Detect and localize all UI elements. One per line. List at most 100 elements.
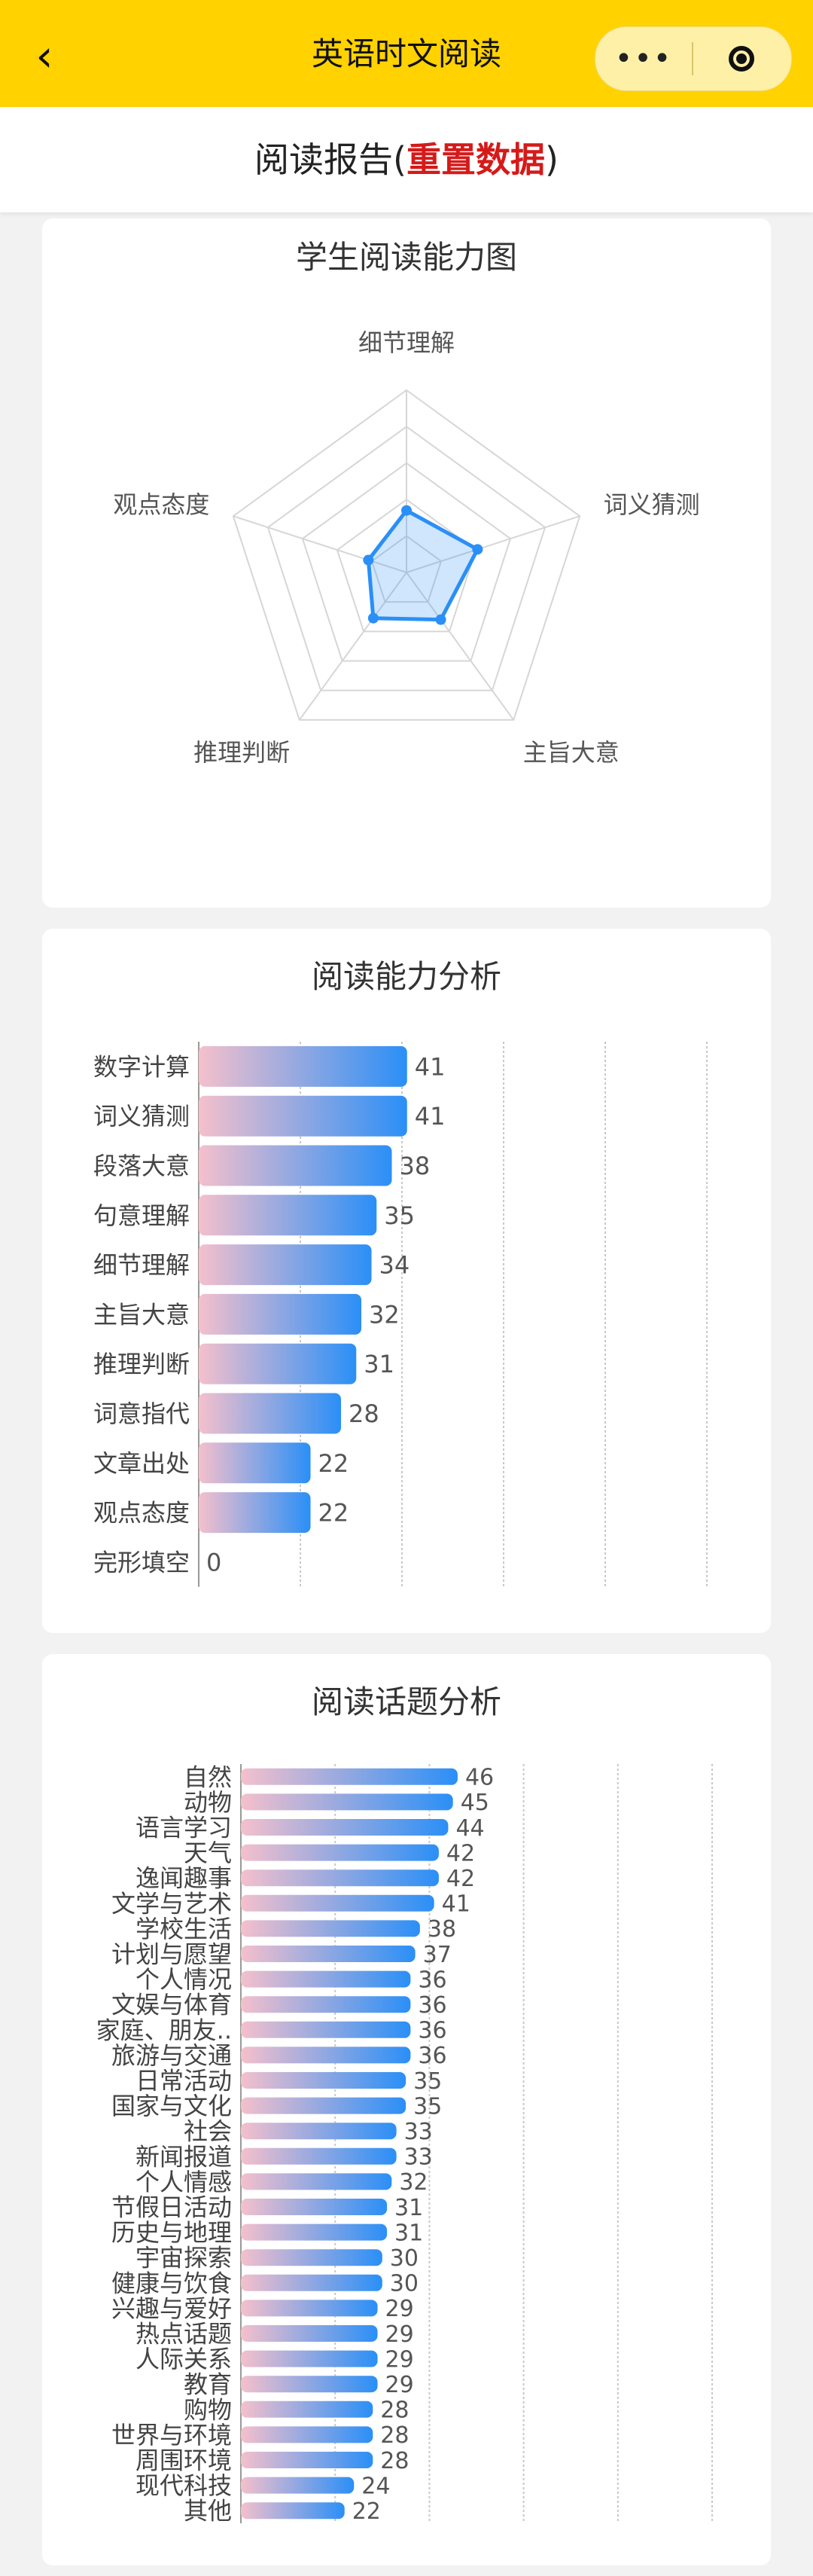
bar-category-label: 计划与愿望 xyxy=(111,1940,232,1969)
bar-category-label: 天气 xyxy=(184,1839,232,1867)
bar-value-label: 22 xyxy=(318,1449,349,1478)
radar-indicator-label: 细节理解 xyxy=(358,328,455,357)
bar xyxy=(241,2123,397,2140)
bar-value-label: 37 xyxy=(423,1942,452,1968)
bar xyxy=(241,2147,397,2165)
bar xyxy=(241,2046,411,2064)
bar-value-label: 28 xyxy=(380,2448,409,2474)
bar xyxy=(241,1996,411,2013)
more-button[interactable]: ••• xyxy=(595,41,692,76)
bar-value-label: 22 xyxy=(352,2498,381,2525)
radar-indicator-label: 词义猜测 xyxy=(604,490,700,519)
bar-value-label: 41 xyxy=(415,1102,446,1131)
radar-grid-ring xyxy=(370,535,443,603)
bar xyxy=(241,2249,382,2266)
bar-category-label: 词义猜测 xyxy=(93,1102,190,1131)
bar-category-label: 周围环境 xyxy=(136,2446,232,2475)
bar-category-label: 动物 xyxy=(184,1788,232,1817)
bar xyxy=(241,1894,434,1912)
bar xyxy=(199,1045,407,1087)
bar-category-label: 段落大意 xyxy=(93,1152,190,1180)
radar-axis-line xyxy=(406,572,515,721)
bar xyxy=(241,1768,458,1785)
bar xyxy=(241,2274,382,2291)
bar-value-label: 38 xyxy=(400,1152,431,1180)
bar-value-label: 46 xyxy=(465,1765,494,1791)
bar xyxy=(241,2426,373,2443)
bar-category-label: 个人情感 xyxy=(136,2168,232,2196)
reset-data-link[interactable]: 重置数据 xyxy=(406,139,545,180)
report-title-prefix: 阅读报告( xyxy=(254,139,406,180)
bar-value-label: 32 xyxy=(399,2169,428,2196)
bar xyxy=(241,2173,392,2190)
bar xyxy=(199,1343,357,1384)
bar-value-label: 31 xyxy=(394,2195,423,2221)
bar-value-label: 36 xyxy=(418,1992,446,2019)
bar-category-label: 购物 xyxy=(184,2395,232,2424)
bar-value-label: 29 xyxy=(385,2346,414,2373)
bar-category-label: 观点态度 xyxy=(93,1499,190,1528)
bar xyxy=(199,1492,311,1534)
bar-value-label: 29 xyxy=(385,2321,414,2348)
bar-category-label: 家庭、朋友.. xyxy=(96,2016,232,2044)
bar xyxy=(241,1793,453,1811)
more-dots-icon: ••• xyxy=(614,41,673,76)
bar-category-label: 新闻报道 xyxy=(136,2142,232,2171)
bar-category-label: 热点话题 xyxy=(136,2320,232,2349)
bar xyxy=(241,2350,378,2367)
bar xyxy=(241,2021,411,2038)
bar-category-label: 句意理解 xyxy=(93,1201,190,1230)
top-nav-bar: ‹ 英语时文阅读 ••• xyxy=(0,0,813,107)
bar xyxy=(199,1393,341,1434)
radar-grid-ring xyxy=(232,389,581,721)
bar-category-label: 数字计算 xyxy=(93,1052,190,1081)
bar xyxy=(199,1145,392,1186)
bar xyxy=(241,1819,449,1836)
bar-value-label: 28 xyxy=(380,2397,409,2424)
ability-card: 阅读能力分析 数字计算 41 词义猜测 41 段落大意 38 句意理解 35 细节理解 34 主旨大… xyxy=(42,929,771,1633)
bar-category-label: 现代科技 xyxy=(136,2471,232,2500)
radar-axis-line xyxy=(298,572,407,721)
bar-category-label: 日常活动 xyxy=(136,2067,232,2095)
bar-value-label: 41 xyxy=(415,1052,446,1081)
bar-category-label: 细节理解 xyxy=(93,1251,190,1280)
bar-value-label: 31 xyxy=(364,1350,394,1378)
bar-value-label: 30 xyxy=(390,2245,419,2272)
bar-value-label: 34 xyxy=(379,1251,410,1280)
bar-category-label: 宇宙探索 xyxy=(136,2244,232,2272)
bar-value-label: 31 xyxy=(394,2220,423,2246)
bar xyxy=(241,1946,416,1962)
bar-value-label: 24 xyxy=(361,2473,390,2499)
bar xyxy=(199,1442,311,1484)
bar-value-label: 36 xyxy=(418,1967,446,1993)
bar-value-label: 33 xyxy=(404,2119,433,2145)
bar-value-label: 45 xyxy=(461,1790,489,1816)
ability-bar-chart: 数字计算 41 词义猜测 41 段落大意 38 句意理解 35 细节理解 34 主旨大意 32 推理判断… xyxy=(93,1042,708,1587)
radar-point xyxy=(401,505,412,516)
bar-value-label: 44 xyxy=(455,1815,484,1842)
bar xyxy=(199,1095,407,1137)
radar-axis-line xyxy=(233,515,407,573)
bar xyxy=(241,2097,406,2114)
bar xyxy=(241,2300,378,2317)
bar xyxy=(241,2325,378,2342)
back-button[interactable]: ‹ xyxy=(26,33,63,78)
radar-point xyxy=(472,544,483,555)
bar-category-label: 主旨大意 xyxy=(93,1300,190,1329)
bar-category-label: 兴趣与爱好 xyxy=(111,2294,232,2323)
close-button[interactable] xyxy=(693,46,790,72)
bar-value-label: 42 xyxy=(446,1840,475,1866)
bar-value-label: 29 xyxy=(385,2372,414,2398)
ability-chart-title: 阅读能力分析 xyxy=(311,958,501,995)
bar-category-label: 旅游与交通 xyxy=(111,2041,232,2070)
bar xyxy=(241,2199,388,2215)
bar xyxy=(199,1195,377,1236)
radar-indicator-label: 推理判断 xyxy=(193,738,290,767)
bar-category-label: 学校生活 xyxy=(136,1915,232,1943)
target-icon xyxy=(729,46,754,72)
topic-card: 阅读话题分析 自然 46 动物 45 语言学习 44 天气 42 逸闻趣事 42 文学与艺术 41 学校… xyxy=(42,1654,771,2565)
radar-card: 学生阅读能力图 细节理解 词义猜测 主旨大意 推理判断 观点态度 xyxy=(42,218,771,908)
bar-value-label: 28 xyxy=(349,1399,379,1428)
radar-grid-ring xyxy=(301,462,512,662)
